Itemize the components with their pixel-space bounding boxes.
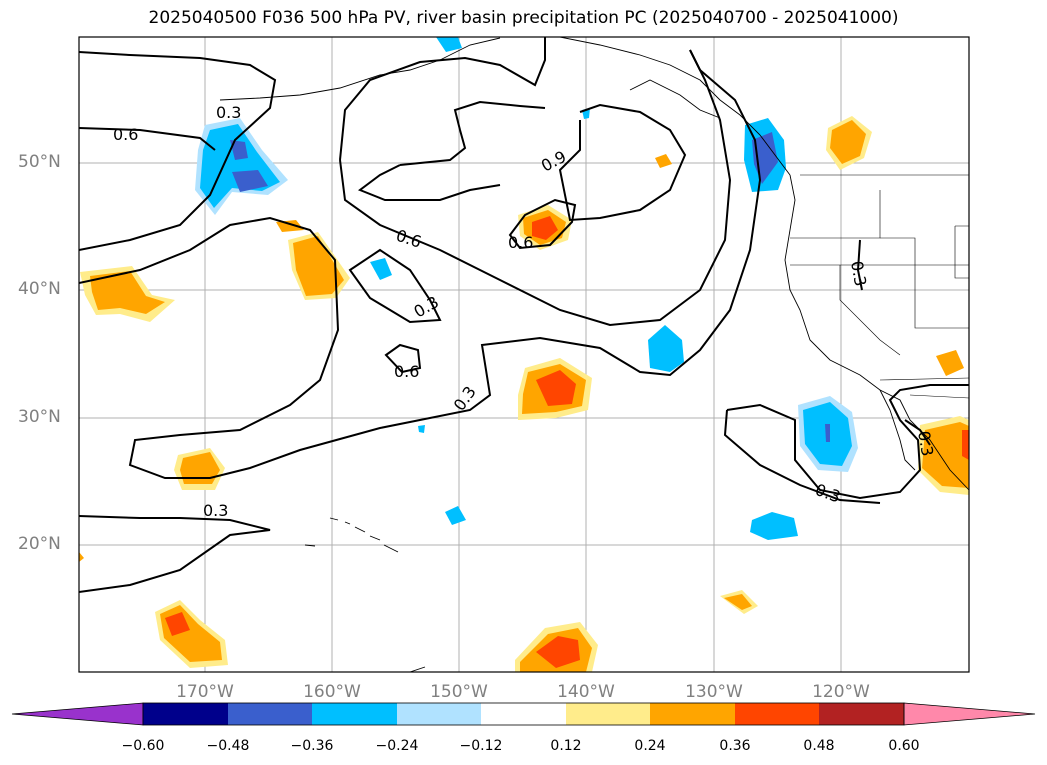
negative-anomaly-blob [825, 424, 830, 442]
lat-label-20n: 20°N [18, 534, 61, 554]
lon-label-120w: 120°W [812, 682, 870, 702]
contour-label: 0.6 [394, 362, 419, 381]
contour-label: 0.3 [203, 501, 228, 520]
negative-anomaly-blob [648, 325, 684, 372]
map-title: 2025040500 F036 500 hPa PV, river basin … [148, 8, 899, 28]
colorbar-segment [143, 703, 228, 725]
positive-anomaly-blob [830, 120, 866, 164]
negative-anomaly-blob [445, 506, 466, 525]
precipitation-pc-fills [79, 37, 969, 672]
contour-label: 0.3 [411, 292, 443, 321]
contour-label: 0.6 [113, 125, 138, 144]
colorbar-tick: 0.60 [888, 738, 920, 754]
colorbar-tick: −0.12 [459, 738, 503, 754]
lon-label-170w: 170°W [176, 682, 234, 702]
positive-anomaly-blob [180, 452, 220, 484]
contour-label: 0.6 [394, 226, 424, 252]
contour-label: 0.3 [914, 429, 937, 457]
colorbar-tick: −0.48 [206, 738, 250, 754]
colorbar-tick: 0.12 [550, 738, 582, 754]
lat-label-40n: 40°N [18, 279, 61, 299]
positive-anomaly-blob [536, 370, 576, 406]
map-frame [78, 36, 970, 673]
colorbar-tick: 0.36 [719, 738, 751, 754]
colorbar-segment [819, 703, 904, 725]
lon-label-160w: 160°W [303, 682, 361, 702]
positive-anomaly-blob [165, 612, 190, 636]
positive-anomaly-blob [532, 216, 558, 240]
lon-label-130w: 130°W [685, 682, 743, 702]
positive-anomaly-blob [936, 350, 964, 376]
lat-label-50n: 50°N [18, 152, 61, 172]
negative-anomaly-blob [230, 140, 268, 192]
contour-label: 0.3 [813, 480, 843, 507]
colorbar-high-extension [903, 702, 1036, 726]
colorbar-segment [228, 703, 312, 725]
contour-label: 0.3 [216, 103, 241, 122]
positive-anomaly-blob [962, 430, 969, 460]
negative-anomaly-blob [750, 512, 798, 540]
lon-label-150w: 150°W [430, 682, 488, 702]
colorbar-tick: 0.24 [634, 738, 666, 754]
contour-label: 0.9 [538, 147, 569, 176]
contour-label: 0.3 [847, 259, 870, 287]
colorbar-tick: −0.36 [290, 738, 334, 754]
negative-anomaly-blob [418, 425, 425, 433]
colorbar-tick: −0.24 [375, 738, 419, 754]
coastlines [219, 37, 969, 672]
lon-label-140w: 140°W [557, 682, 615, 702]
negative-anomaly-blob [370, 258, 392, 280]
colorbar-tick: 0.48 [803, 738, 835, 754]
positive-anomaly-blob [724, 594, 752, 610]
positive-anomaly-blob [293, 236, 344, 296]
positive-anomaly-blob [922, 422, 969, 488]
positive-anomaly-blob [79, 552, 84, 562]
colorbar [11, 702, 1036, 726]
positive-anomaly-blob [655, 154, 672, 168]
colorbar-segment [650, 703, 735, 725]
colorbar-segment [481, 703, 566, 725]
contour-label: 0.3 [450, 383, 480, 415]
lat-label-30n: 30°N [18, 407, 61, 427]
political-borders [790, 174, 969, 399]
colorbar-low-extension [11, 702, 144, 726]
colorbar-segment [735, 703, 819, 725]
colorbar-tick: −0.60 [121, 738, 165, 754]
positive-anomaly-blob [536, 636, 580, 668]
positive-anomaly-blob [276, 220, 304, 232]
negative-anomaly-blob [436, 37, 462, 52]
positive-anomaly-blob [90, 271, 165, 314]
contour-label: 0.6 [508, 233, 533, 252]
colorbar-segment [312, 703, 397, 725]
colorbar-segment [397, 703, 481, 725]
pv-contours [79, 37, 969, 593]
colorbar-segment [566, 703, 650, 725]
